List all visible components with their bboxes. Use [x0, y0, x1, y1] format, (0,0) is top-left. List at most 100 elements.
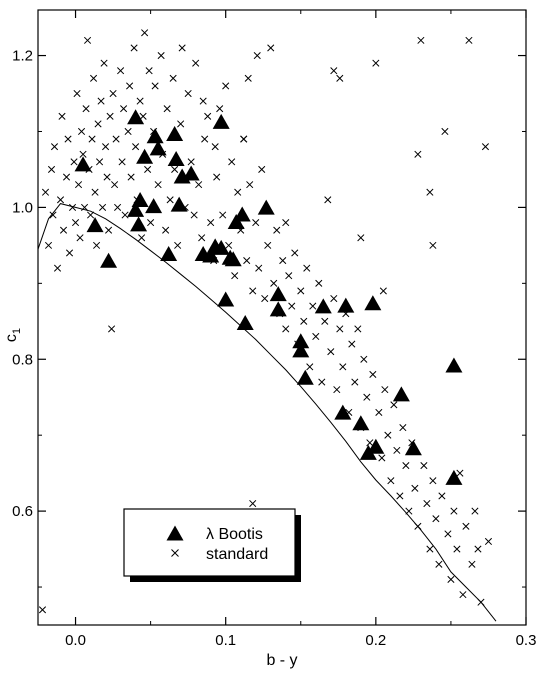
lambda-bootis-point — [224, 251, 242, 267]
standard-point — [141, 29, 149, 37]
standard-point — [87, 211, 95, 219]
x-tick-label: 0.0 — [65, 632, 86, 649]
lambda-bootis-point — [217, 291, 235, 307]
standard-point — [244, 74, 252, 82]
standard-point — [243, 257, 251, 265]
standard-point — [199, 97, 207, 105]
standard-point — [99, 203, 107, 211]
standard-point — [166, 196, 174, 204]
axis-ticks: 0.0 0.1 0.2 0.3 0.6 0.8 1.0 1.2 — [12, 10, 536, 649]
lambda-bootis-point — [212, 113, 230, 129]
y-tick-label: 0.8 — [12, 351, 33, 368]
standard-point — [384, 431, 392, 439]
y-axis-label: c1 — [3, 328, 23, 342]
standard-point — [204, 112, 212, 120]
standard-point — [174, 241, 182, 249]
standard-point — [375, 408, 383, 416]
lambda-bootis-point — [269, 286, 287, 302]
lambda-bootis-point — [131, 192, 149, 208]
standard-point — [351, 378, 359, 386]
standard-point — [219, 211, 227, 219]
standard-point — [121, 211, 129, 219]
standard-point — [321, 317, 329, 325]
y-tick-label: 0.6 — [12, 503, 33, 520]
standard-point — [417, 36, 425, 44]
standard-point — [70, 158, 78, 166]
standard-point — [468, 560, 476, 568]
standard-point — [111, 181, 119, 189]
standard-point — [396, 492, 404, 500]
lambda-bootis-point — [74, 156, 92, 172]
standard-point — [138, 234, 146, 242]
standard-point — [187, 158, 195, 166]
standard-point — [297, 287, 305, 295]
standard-point — [387, 477, 395, 485]
standard-point — [253, 52, 261, 60]
standard-point — [228, 158, 236, 166]
lambda-bootis-point — [130, 216, 148, 232]
standard-point — [65, 249, 74, 257]
standard-point — [216, 105, 224, 113]
standard-point — [348, 340, 356, 348]
standard-point — [102, 143, 110, 151]
standard-point — [459, 591, 467, 599]
lambda-bootis-point — [257, 199, 275, 215]
standard-point — [426, 545, 434, 553]
standard-point — [124, 127, 132, 136]
standard-point — [330, 67, 338, 75]
standard-point — [318, 378, 326, 386]
standard-point — [93, 241, 101, 249]
standard-point — [94, 120, 102, 128]
lambda-bootis-point — [227, 214, 245, 230]
x-tick-label: 0.1 — [215, 632, 236, 649]
standard-point — [312, 332, 320, 341]
lambda-bootis-point — [127, 109, 145, 125]
standard-point — [53, 264, 62, 272]
standard-point — [471, 507, 479, 515]
standard-point — [132, 143, 140, 151]
lambda-bootis-point — [160, 245, 178, 261]
standard-point — [288, 302, 296, 310]
legend-entry-lambda-bootis: λ Bootis — [206, 526, 263, 543]
standard-point — [207, 219, 215, 227]
standard-point — [88, 135, 96, 143]
standard-point — [198, 234, 206, 242]
x-axis-label: b - y — [266, 652, 297, 669]
y-axis-label-main: c — [3, 334, 20, 342]
standard-point — [49, 211, 57, 219]
legend-x-marker — [171, 549, 179, 557]
standard-point — [405, 507, 413, 515]
lambda-bootis-point — [233, 206, 251, 222]
legend-triangle-marker — [166, 525, 184, 541]
standard-point — [144, 165, 152, 173]
lambda-bootis-point — [149, 140, 167, 156]
standard-point — [225, 241, 233, 249]
lambda-bootis-point — [212, 239, 230, 255]
lambda-bootis-point — [127, 201, 145, 217]
standard-point — [145, 67, 153, 75]
standard-point — [379, 287, 387, 295]
standard-point — [336, 74, 344, 82]
standard-point — [282, 219, 290, 227]
standard-point — [184, 89, 192, 98]
standard-series-layer — [38, 29, 493, 614]
standard-point — [339, 363, 347, 371]
standard-point — [195, 181, 203, 189]
standard-point — [285, 272, 293, 280]
standard-point — [399, 424, 407, 432]
standard-point — [465, 36, 473, 44]
standard-point — [411, 484, 419, 492]
standard-point — [354, 325, 362, 333]
standard-point — [68, 203, 77, 211]
standard-point — [163, 105, 171, 113]
standard-point — [477, 598, 485, 606]
standard-point — [420, 462, 428, 470]
standard-point — [108, 325, 116, 333]
standard-point — [252, 219, 260, 227]
lambda-bootis-point — [146, 128, 164, 144]
lambda-bootis-point — [236, 315, 254, 331]
standard-point — [97, 97, 105, 105]
y-axis-label-subscript: 1 — [11, 328, 23, 334]
standard-point — [450, 507, 458, 515]
